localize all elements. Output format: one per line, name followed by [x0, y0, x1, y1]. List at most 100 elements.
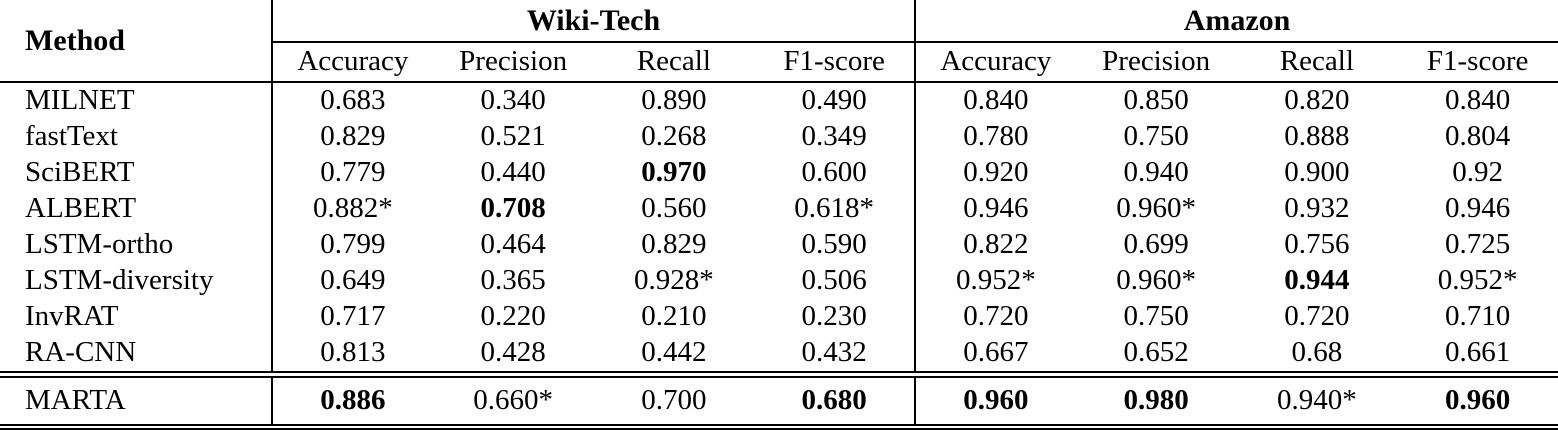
metric-value: 0.960: [915, 371, 1076, 430]
metric-value: 0.708: [480, 192, 546, 225]
table-row: SciBERT 0.779 0.440 0.970 0.600 0.920 0.940 0.9…: [0, 155, 1558, 191]
method-name: MILNET: [0, 82, 273, 119]
metric-value: 0.970: [641, 156, 707, 189]
metric-value: 0.464: [480, 228, 546, 261]
metric-value: 0.840: [1445, 84, 1511, 117]
metric-value: 0.920: [963, 156, 1029, 189]
metric-value: 0.804: [1445, 120, 1511, 153]
metric-value: 0.932: [1284, 192, 1350, 225]
metric-value: 0.710: [1445, 300, 1511, 333]
metric-value: 0.813: [320, 336, 386, 369]
metric-value: 0.886: [272, 371, 433, 430]
metric-value: 0.780: [963, 120, 1029, 153]
metric-value: 0.840: [963, 84, 1029, 117]
method-name: InvRAT: [0, 299, 273, 335]
col-header-wiki-accuracy: Accuracy: [272, 42, 433, 83]
col-header-wiki-precision: Precision: [432, 42, 594, 83]
table-row-marta: MARTA 0.886 0.660* 0.700 0.680 0.960 0.980 0.94…: [0, 371, 1558, 430]
metric-value: 0.68: [1291, 336, 1343, 369]
metric-value: 0.799: [320, 228, 386, 261]
results-table-head: Method Wiki-Tech Amazon Accuracy Precisi…: [0, 0, 1558, 83]
metric-value: 0.600: [754, 155, 916, 191]
group-header-amazon: Amazon: [915, 0, 1558, 43]
metric-value: 0.590: [754, 227, 916, 263]
table-row: fastText 0.829 0.521 0.268 0.349 0.780 0.750 0.…: [0, 119, 1558, 155]
metric-value: 0.220: [480, 300, 546, 333]
metric-value: 0.850: [1123, 84, 1189, 117]
col-header-wiki-recall: Recall: [593, 42, 755, 83]
table-row: InvRAT 0.717 0.220 0.210 0.230 0.720 0.750 0.72…: [0, 299, 1558, 335]
metric-value: 0.750: [1123, 120, 1189, 153]
col-header-wiki-f1: F1-score: [754, 42, 916, 83]
table-row: LSTM-diversity 0.649 0.365 0.928* 0.506 0.952…: [0, 263, 1558, 299]
metric-value: 0.890: [641, 84, 707, 117]
metric-value: 0.661: [1445, 336, 1511, 369]
metric-value: 0.946: [1445, 192, 1511, 225]
table-row: LSTM-ortho 0.799 0.464 0.829 0.590 0.822 0.699…: [0, 227, 1558, 263]
metric-value: 0.928*: [634, 264, 714, 297]
metric-value: 0.725: [1445, 228, 1511, 261]
metric-value: 0.92: [1452, 156, 1504, 189]
method-name: ALBERT: [0, 191, 273, 227]
method-name: fastText: [0, 119, 273, 155]
table-row: ALBERT 0.882* 0.708 0.560 0.618* 0.946 0.960* 0…: [0, 191, 1558, 227]
metric-value: 0.652: [1123, 336, 1189, 369]
metric-value: 0.230: [754, 299, 916, 335]
metric-value: 0.940*: [1236, 371, 1398, 430]
method-name: LSTM-diversity: [0, 263, 273, 299]
metric-value: 0.680: [754, 371, 916, 430]
col-header-amazon-accuracy: Accuracy: [915, 42, 1076, 83]
metric-value: 0.490: [754, 82, 916, 119]
metric-value: 0.756: [1284, 228, 1350, 261]
metric-value: 0.683: [320, 84, 386, 117]
metric-value: 0.946: [963, 192, 1029, 225]
sub-header-row: Accuracy Precision Recall F1-score Accur…: [0, 42, 1558, 83]
method-name: LSTM-ortho: [0, 227, 273, 263]
metric-value: 0.667: [963, 336, 1029, 369]
metric-value: 0.268: [641, 120, 707, 153]
metric-value: 0.750: [1123, 300, 1189, 333]
method-name: MARTA: [0, 371, 273, 430]
metric-value: 0.560: [641, 192, 707, 225]
metric-value: 0.820: [1284, 84, 1350, 117]
metric-value: 0.900: [1284, 156, 1350, 189]
metric-value: 0.649: [320, 264, 386, 297]
metric-value: 0.720: [1284, 300, 1350, 333]
metric-value: 0.882*: [313, 192, 393, 225]
metric-value: 0.210: [641, 300, 707, 333]
col-header-amazon-f1: F1-score: [1397, 42, 1558, 83]
method-name: SciBERT: [0, 155, 273, 191]
method-column-header: Method: [0, 0, 273, 83]
metric-value: 0.699: [1123, 228, 1189, 261]
metric-value: 0.980: [1075, 371, 1237, 430]
metric-value: 0.340: [480, 84, 546, 117]
metric-value: 0.952*: [956, 264, 1036, 297]
metric-value: 0.618*: [754, 191, 916, 227]
metric-value: 0.960*: [1116, 264, 1196, 297]
metric-value: 0.779: [320, 156, 386, 189]
group-header-wiki-tech: Wiki-Tech: [272, 0, 916, 43]
metric-value: 0.506: [754, 263, 916, 299]
metric-value: 0.952*: [1437, 264, 1518, 297]
col-header-amazon-precision: Precision: [1075, 42, 1237, 83]
metric-value: 0.829: [641, 228, 707, 261]
metric-value: 0.720: [963, 300, 1029, 333]
metric-value: 0.888: [1284, 120, 1350, 153]
method-name: RA-CNN: [0, 335, 273, 375]
metric-value: 0.521: [480, 120, 546, 153]
metric-value: 0.717: [320, 300, 386, 333]
metric-value: 0.944: [1284, 264, 1350, 297]
metric-value: 0.940: [1123, 156, 1189, 189]
metric-value: 0.822: [963, 228, 1029, 261]
col-header-amazon-recall: Recall: [1236, 42, 1398, 83]
metric-value: 0.960: [1397, 371, 1558, 430]
metric-value: 0.960*: [1116, 192, 1196, 225]
table-row: MILNET 0.683 0.340 0.890 0.490 0.840 0.850 0.82…: [0, 82, 1558, 119]
metric-value: 0.428: [480, 336, 546, 369]
results-table-body: MILNET 0.683 0.340 0.890 0.490 0.840 0.850 0.82…: [0, 82, 1558, 430]
metric-value: 0.365: [480, 264, 546, 297]
table-row: RA-CNN 0.813 0.428 0.442 0.432 0.667 0.652 0.68…: [0, 335, 1558, 375]
metric-value: 0.700: [593, 371, 755, 430]
